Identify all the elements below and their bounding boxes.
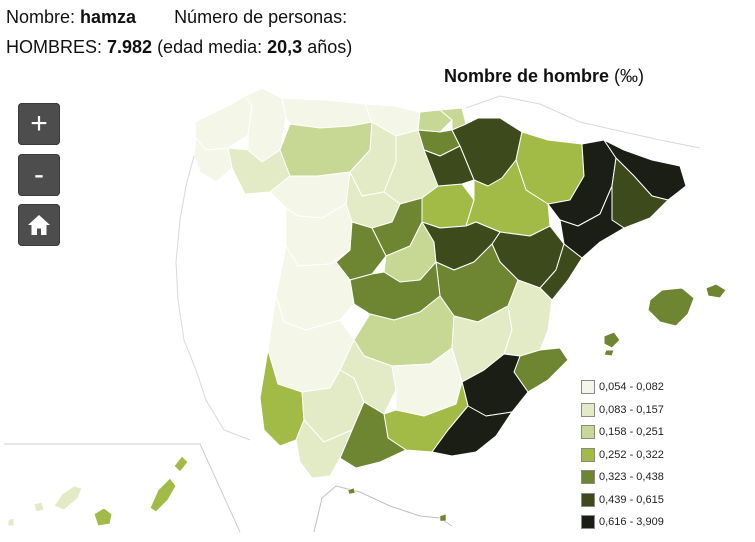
- home-button[interactable]: [18, 204, 60, 246]
- legend-label: 0,323 - 0,438: [599, 471, 664, 484]
- province-malaga[interactable]: [339, 401, 407, 469]
- legend-swatch: [581, 515, 595, 530]
- legend-item: 0,323 - 0,438: [581, 466, 664, 489]
- age-close: años): [302, 37, 353, 57]
- legend-item: 0,616 - 3,909: [581, 511, 664, 534]
- legend-item: 0,054 - 0,082: [581, 376, 664, 399]
- legend-label: 0,252 - 0,322: [599, 448, 664, 461]
- france-border: [465, 95, 701, 149]
- province-baleares-ibiza[interactable]: [603, 331, 621, 349]
- map-title: Nombre de hombre (‰): [444, 66, 644, 87]
- count-label: Número de personas:: [174, 7, 348, 27]
- province-santa-cruz-de-tenerife[interactable]: [7, 485, 83, 527]
- province-cadiz[interactable]: [295, 419, 353, 479]
- legend-swatch: [581, 425, 595, 440]
- zoom-out-button[interactable]: -: [18, 154, 60, 196]
- legend-label: 0,158 - 0,251: [599, 426, 664, 439]
- legend-swatch: [581, 402, 595, 417]
- province-baleares-mallorca[interactable]: [647, 287, 695, 327]
- age-open: (edad media:: [152, 37, 268, 57]
- legend-item: 0,439 - 0,615: [581, 489, 664, 512]
- zoom-in-button[interactable]: +: [18, 103, 60, 145]
- province-toledo[interactable]: [349, 261, 441, 321]
- home-icon: [28, 215, 50, 235]
- province-baleares-menorca[interactable]: [705, 283, 727, 299]
- legend-item: 0,252 - 0,322: [581, 444, 664, 467]
- plus-icon: +: [30, 107, 48, 140]
- province-a-coruna[interactable]: [194, 95, 253, 151]
- map-title-text: Nombre de hombre: [444, 66, 615, 86]
- info-line-count: HOMBRES: 7.982 (edad media: 20,3 años): [6, 36, 352, 58]
- legend-swatch: [581, 470, 595, 485]
- legend-label: 0,616 - 3,909: [599, 516, 664, 529]
- name-label: Nombre:: [6, 7, 81, 27]
- legend-label: 0,054 - 0,082: [599, 381, 664, 394]
- legend-swatch: [581, 447, 595, 462]
- canary-inset-frame: [4, 443, 241, 533]
- legend-swatch: [581, 492, 595, 507]
- name-value: hamza: [80, 7, 137, 27]
- legend-item: 0,158 - 0,251: [581, 421, 664, 444]
- count-value: 7.982: [107, 37, 153, 57]
- map-title-unit: (‰): [614, 66, 645, 86]
- legend-item: 0,083 - 0,157: [581, 399, 664, 422]
- legend-label: 0,439 - 0,615: [599, 493, 664, 506]
- ceuta-melilla[interactable]: [347, 487, 447, 522]
- province-valencia[interactable]: [503, 279, 553, 357]
- province-vizcaya[interactable]: [417, 109, 453, 133]
- province-tarragona[interactable]: [559, 185, 625, 259]
- portugal-border: [175, 155, 251, 441]
- legend-label: 0,083 - 0,157: [599, 403, 664, 416]
- province-pontevedra[interactable]: [193, 137, 233, 183]
- gender-label: HOMBRES:: [6, 37, 108, 57]
- minus-icon: -: [34, 158, 44, 191]
- info-line-name: Nombre: hamza Número de personas:: [6, 6, 347, 28]
- province-baleares-formentera[interactable]: [603, 349, 615, 357]
- province-las-palmas[interactable]: [93, 455, 189, 527]
- age-value: 20,3: [267, 37, 303, 57]
- morocco-coast: [313, 485, 453, 533]
- map-legend: 0,054 - 0,082 0,083 - 0,157 0,158 - 0,25…: [581, 376, 664, 534]
- province-asturias[interactable]: [281, 97, 373, 129]
- province-almeria[interactable]: [431, 405, 513, 457]
- legend-swatch: [581, 380, 595, 395]
